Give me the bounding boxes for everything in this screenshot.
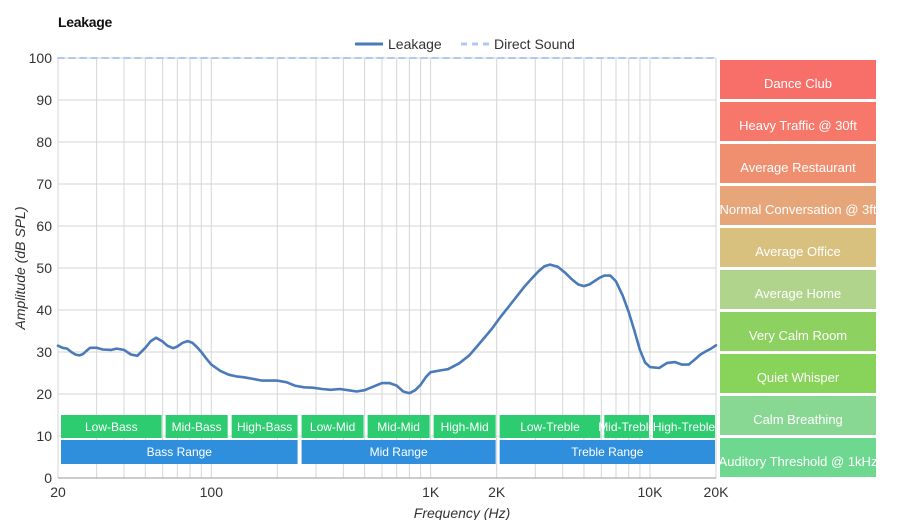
range-label: Treble Range [571,445,644,459]
band-label: Low-Treble [520,420,580,434]
reference-levels: Dance Club Heavy Traffic @ 30ft Average Re… [719,60,878,477]
band-high-treble [652,415,715,438]
reference-level-box [720,60,876,99]
band-mid-treble [604,415,649,438]
reference-level-box [720,354,876,393]
axis-ticks: 0 10 20 30 40 50 60 70 80 90 100 20 100 1K 2K 10K 20K [29,50,729,500]
legend-label-leakage: Leakage [388,36,442,52]
reference-level-label: Dance Club [764,76,832,91]
band-label: High-Treble [653,420,716,434]
chart-title: Leakage [58,14,112,30]
reference-level-label: Average Home [755,286,841,301]
x-tick-label: 20K [704,484,730,500]
y-tick-label: 20 [36,386,52,402]
range-label: Bass Range [147,445,213,459]
band-label: High-Mid [441,420,489,434]
reference-level-box [720,102,876,141]
reference-level-label: Average Office [755,244,841,259]
y-tick-label: 40 [36,302,52,318]
legend: Leakage Direct Sound [355,36,575,52]
band-high-bass [231,415,298,438]
x-tick-label: 2K [488,484,506,500]
range-label: Mid Range [370,445,428,459]
band-mid-bass [165,415,228,438]
band-label: Mid-Bass [172,420,222,434]
reference-level-label: Very Calm Room [749,328,847,343]
band-low-bass [61,415,162,438]
band-label: Mid-Treble [598,420,655,434]
reference-level-box [720,270,876,309]
x-tick-label: 100 [200,484,224,500]
band-low-mid [301,415,364,438]
band-label: Low-Mid [310,420,355,434]
y-tick-label: 90 [36,92,52,108]
y-tick-label: 30 [36,344,52,360]
reference-level-label: Average Restaurant [740,160,856,175]
x-tick-label: 10K [638,484,664,500]
reference-level-box [720,228,876,267]
band-label: High-Bass [237,420,292,434]
x-tick-label: 1K [422,484,440,500]
reference-level-box [720,312,876,351]
reference-level-label: Auditory Threshold @ 1kHz [719,454,878,469]
y-tick-label: 10 [36,428,52,444]
x-tick-label: 20 [50,484,66,500]
y-tick-label: 0 [44,470,52,486]
y-tick-label: 100 [29,50,53,66]
reference-level-label: Normal Conversation @ 3ft [720,202,877,217]
reference-level-label: Quiet Whisper [757,370,840,385]
band-label: Mid-Mid [377,420,420,434]
band-high-mid [433,415,496,438]
range-mid-range [301,440,496,464]
reference-level-box [720,438,876,477]
range-treble-range [499,440,715,464]
y-tick-label: 80 [36,134,52,150]
legend-label-direct-sound: Direct Sound [494,36,575,52]
reference-level-box [720,144,876,183]
band-label: Low-Bass [85,420,138,434]
y-tick-label: 50 [36,260,52,276]
y-tick-label: 60 [36,218,52,234]
series-line-leakage [56,263,718,395]
y-tick-label: 70 [36,176,52,192]
band-low-treble [499,415,601,438]
frequency-bands: Low-Bass Mid-Bass High-Bass Low-Mid Mid-Mid H… [61,415,715,464]
reference-level-box [720,186,876,225]
band-mid-mid [367,415,430,438]
x-axis-label: Frequency (Hz) [414,505,510,520]
reference-level-label: Calm Breathing [753,412,843,427]
y-axis-label: Amplitude (dB SPL) [12,207,28,331]
reference-level-label: Heavy Traffic @ 30ft [739,118,857,133]
series-lines [56,57,718,395]
reference-level-box [720,396,876,435]
range-bass-range [61,440,298,464]
